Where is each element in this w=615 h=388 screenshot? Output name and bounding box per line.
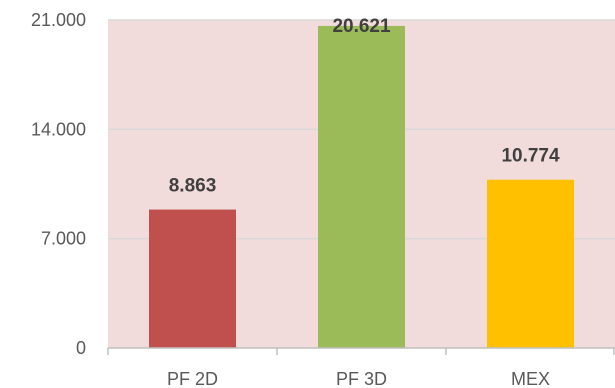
bar-1 (318, 25, 405, 349)
y-axis-tick-labels: 0 7.000 14.000 21.000 (31, 10, 86, 358)
y-tick-label-1: 7.000 (41, 229, 86, 249)
bars (149, 25, 574, 349)
category-label-1: PF 3D (336, 369, 387, 388)
x-axis-category-labels: PF 2D PF 3D MEX (167, 369, 550, 388)
x-axis-ticks (107, 348, 615, 355)
y-tick-label-2: 14.000 (31, 119, 86, 139)
category-label-2: MEX (511, 369, 550, 388)
y-tick-label-3: 21.000 (31, 10, 86, 30)
data-label-1: 20.621 (332, 16, 391, 37)
data-labels: 8.863 20.621 10.774 (169, 16, 560, 197)
category-label-0: PF 2D (167, 369, 218, 388)
bar-2 (487, 179, 574, 348)
bar-0 (149, 209, 236, 348)
y-tick-label-0: 0 (76, 338, 86, 358)
data-label-0: 8.863 (169, 176, 217, 197)
data-label-2: 10.774 (501, 146, 560, 167)
